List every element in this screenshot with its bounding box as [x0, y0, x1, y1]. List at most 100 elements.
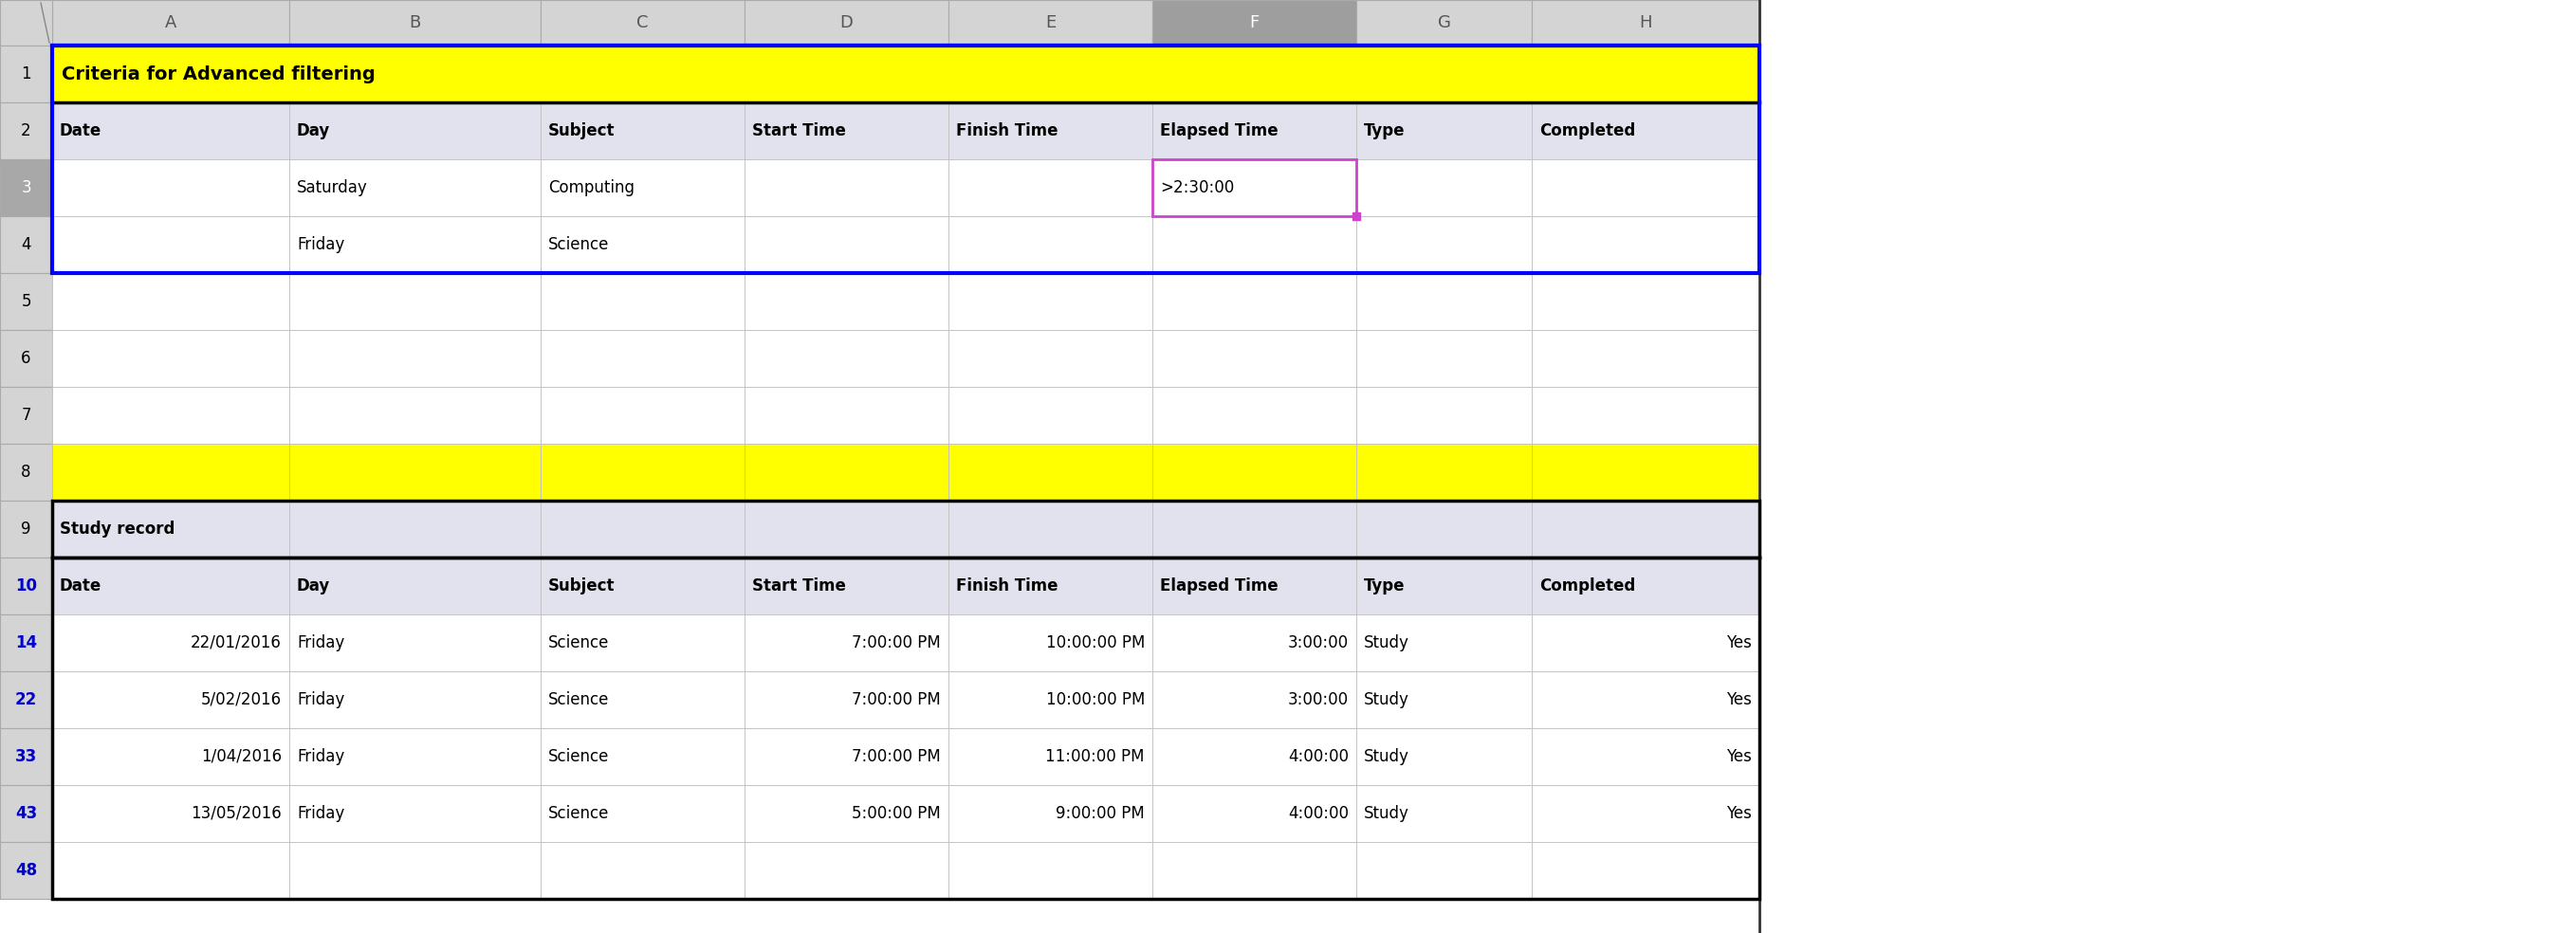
Bar: [744, 103, 948, 160]
Bar: [744, 558, 948, 615]
Bar: [541, 273, 744, 330]
Bar: [541, 0, 744, 46]
Bar: [744, 785, 948, 842]
Text: 43: 43: [15, 805, 36, 822]
Text: Date: Date: [59, 578, 100, 594]
Bar: [1533, 615, 1759, 672]
Bar: [744, 444, 948, 501]
Text: Science: Science: [549, 236, 611, 253]
Bar: [52, 103, 289, 160]
Bar: [1358, 842, 1533, 898]
Bar: [1533, 103, 1759, 160]
Bar: [1358, 0, 1533, 46]
Bar: [1151, 160, 1358, 216]
Text: 5: 5: [21, 293, 31, 310]
Bar: [289, 0, 541, 46]
Bar: [1358, 216, 1533, 273]
Text: Study record: Study record: [59, 521, 175, 537]
Text: Science: Science: [549, 748, 611, 765]
Bar: [1533, 216, 1759, 273]
Bar: [1533, 160, 1759, 216]
Bar: [0, 728, 52, 785]
Bar: [1358, 501, 1533, 558]
Bar: [1533, 387, 1759, 444]
Bar: [1151, 0, 1358, 46]
Text: 7: 7: [21, 407, 31, 424]
Bar: [1151, 842, 1358, 898]
Text: A: A: [165, 14, 178, 32]
Text: Type: Type: [1363, 122, 1404, 139]
Bar: [1533, 273, 1759, 330]
Bar: [948, 558, 1151, 615]
Text: 2: 2: [21, 122, 31, 139]
Text: 10: 10: [15, 578, 36, 594]
Bar: [289, 672, 541, 728]
Text: 11:00:00 PM: 11:00:00 PM: [1046, 748, 1144, 765]
Text: F: F: [1249, 14, 1260, 32]
Text: Start Time: Start Time: [752, 122, 845, 139]
Bar: [744, 501, 948, 558]
Bar: [0, 501, 52, 558]
Text: 7:00:00 PM: 7:00:00 PM: [853, 634, 940, 651]
Text: 9:00:00 PM: 9:00:00 PM: [1056, 805, 1144, 822]
Text: Completed: Completed: [1540, 578, 1636, 594]
Text: Completed: Completed: [1540, 122, 1636, 139]
Bar: [744, 0, 948, 46]
Text: Yes: Yes: [1726, 805, 1752, 822]
Bar: [52, 160, 289, 216]
Text: 10:00:00 PM: 10:00:00 PM: [1046, 691, 1144, 708]
Bar: [948, 672, 1151, 728]
Text: Friday: Friday: [296, 748, 345, 765]
Bar: [52, 785, 289, 842]
Bar: [1358, 160, 1533, 216]
Text: 7:00:00 PM: 7:00:00 PM: [853, 691, 940, 708]
Bar: [1533, 0, 1759, 46]
Text: Start Time: Start Time: [752, 578, 845, 594]
Bar: [52, 444, 289, 501]
Bar: [1358, 103, 1533, 160]
Bar: [1533, 728, 1759, 785]
Text: 6: 6: [21, 350, 31, 367]
Bar: [289, 330, 541, 387]
Bar: [948, 615, 1151, 672]
Text: Elapsed Time: Elapsed Time: [1159, 122, 1278, 139]
Bar: [1358, 615, 1533, 672]
Bar: [744, 672, 948, 728]
Bar: [541, 103, 744, 160]
Bar: [1151, 216, 1358, 273]
Bar: [1358, 444, 1533, 501]
Bar: [541, 216, 744, 273]
Text: Science: Science: [549, 805, 611, 822]
Text: Science: Science: [549, 691, 611, 708]
Text: Criteria for Advanced filtering: Criteria for Advanced filtering: [62, 65, 376, 83]
Text: 5/02/2016: 5/02/2016: [201, 691, 281, 708]
Bar: [1533, 444, 1759, 501]
Bar: [289, 387, 541, 444]
Bar: [948, 273, 1151, 330]
Bar: [1533, 842, 1759, 898]
Bar: [541, 160, 744, 216]
Text: 3: 3: [21, 179, 31, 196]
Bar: [744, 273, 948, 330]
Bar: [1358, 785, 1533, 842]
Bar: [1151, 387, 1358, 444]
Bar: [541, 842, 744, 898]
Bar: [948, 444, 1151, 501]
Text: 4:00:00: 4:00:00: [1288, 748, 1350, 765]
Bar: [948, 387, 1151, 444]
Bar: [1151, 103, 1358, 160]
Text: Day: Day: [296, 578, 330, 594]
Bar: [1358, 728, 1533, 785]
Text: Yes: Yes: [1726, 634, 1752, 651]
Bar: [1151, 160, 1358, 216]
Bar: [948, 501, 1151, 558]
Bar: [541, 728, 744, 785]
Text: 4: 4: [21, 236, 31, 253]
Text: B: B: [410, 14, 420, 32]
Text: Subject: Subject: [549, 578, 616, 594]
Bar: [0, 216, 52, 273]
Bar: [0, 785, 52, 842]
Bar: [1151, 444, 1358, 501]
Text: 10:00:00 PM: 10:00:00 PM: [1046, 634, 1144, 651]
Bar: [52, 615, 289, 672]
